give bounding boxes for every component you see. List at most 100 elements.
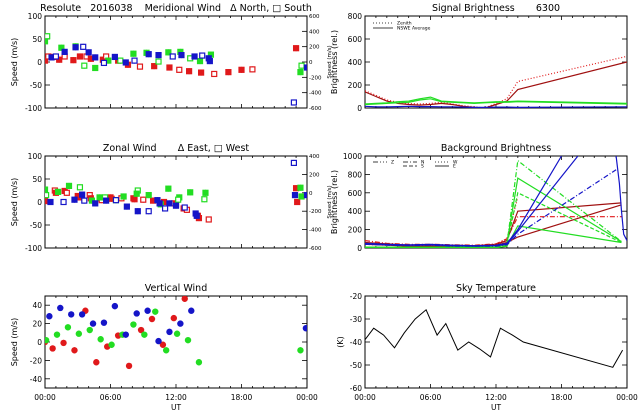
data-point bbox=[60, 339, 67, 347]
data-point bbox=[172, 202, 180, 209]
x-tick-label: 00:00 bbox=[296, 393, 318, 402]
data-point bbox=[173, 330, 181, 337]
data-point bbox=[155, 58, 162, 65]
y-tick-label: -20 bbox=[30, 356, 42, 365]
right-y-tick-label: 200 bbox=[309, 172, 320, 178]
y-axis-label: Speed (m/s) bbox=[10, 38, 19, 87]
data-point bbox=[206, 57, 213, 65]
data-point bbox=[122, 331, 129, 338]
data-point bbox=[58, 44, 65, 51]
data-point bbox=[125, 362, 133, 370]
legend-label: S bbox=[421, 164, 424, 170]
right-y-tick-label: -400 bbox=[309, 228, 322, 234]
right-y-tick-label: -600 bbox=[309, 106, 322, 112]
chart-title: Sky Temperature bbox=[456, 283, 536, 294]
data-point bbox=[72, 44, 79, 51]
y-tick-label: 100 bbox=[28, 12, 43, 21]
chart-title: Vertical Wind bbox=[145, 283, 207, 294]
data-point bbox=[291, 192, 299, 199]
y-tick-label: 0 bbox=[37, 58, 42, 67]
right-y-tick-label: 0 bbox=[309, 60, 313, 66]
y-tick-label: -40 bbox=[30, 375, 42, 384]
data-point bbox=[45, 336, 50, 344]
data-point bbox=[201, 196, 208, 203]
series-line bbox=[365, 202, 622, 247]
data-point bbox=[86, 326, 93, 334]
data-point bbox=[165, 49, 172, 56]
y-tick-label: 800 bbox=[348, 12, 363, 21]
data-point bbox=[68, 311, 75, 318]
data-point bbox=[111, 53, 118, 61]
data-point bbox=[166, 64, 173, 71]
chart-title: Zonal Wind Δ East, □ West bbox=[103, 143, 250, 154]
y-tick-label: 800 bbox=[348, 170, 363, 179]
y-axis-label: Brightness (rel.) bbox=[330, 170, 339, 234]
x-tick-label: 00:00 bbox=[34, 393, 56, 402]
plot-area bbox=[45, 33, 307, 106]
data-point bbox=[81, 62, 88, 69]
x-tick-label: 00:00 bbox=[354, 393, 376, 402]
data-point bbox=[45, 197, 49, 205]
data-point bbox=[117, 57, 124, 64]
legend-label-average: NSWE Average bbox=[397, 26, 431, 32]
y-tick-label: -100 bbox=[25, 104, 42, 113]
data-point bbox=[70, 57, 77, 64]
data-point bbox=[79, 191, 86, 198]
y-tick-label: -60 bbox=[350, 384, 362, 393]
plot-area bbox=[365, 55, 627, 108]
data-point bbox=[184, 336, 192, 344]
data-point bbox=[78, 311, 86, 318]
data-point bbox=[162, 347, 170, 354]
data-point bbox=[45, 33, 51, 40]
data-point bbox=[89, 320, 97, 327]
series-line bbox=[365, 191, 622, 248]
data-point bbox=[152, 308, 159, 315]
data-point bbox=[85, 49, 92, 56]
data-point bbox=[225, 69, 232, 76]
data-point bbox=[148, 315, 156, 323]
data-point bbox=[196, 57, 204, 65]
legend-label: E bbox=[453, 164, 456, 170]
data-point bbox=[108, 341, 115, 348]
data-point bbox=[133, 190, 140, 197]
data-point bbox=[56, 56, 63, 63]
data-point bbox=[130, 321, 137, 328]
data-point bbox=[54, 188, 62, 195]
y-axis-label: Speed (m/s) bbox=[10, 318, 19, 367]
data-point bbox=[112, 197, 120, 204]
data-point bbox=[64, 324, 72, 331]
x-tick-label: 06:00 bbox=[420, 393, 442, 402]
data-point bbox=[166, 200, 173, 207]
data-point bbox=[131, 57, 138, 64]
data-point bbox=[45, 38, 49, 45]
plot-area bbox=[365, 308, 624, 368]
y-tick-label: 200 bbox=[348, 226, 363, 235]
plot-frame bbox=[44, 15, 308, 109]
data-point bbox=[76, 184, 84, 191]
data-point bbox=[193, 212, 200, 219]
data-point bbox=[151, 63, 158, 70]
data-point bbox=[100, 59, 108, 67]
data-point bbox=[303, 64, 307, 71]
data-point bbox=[199, 52, 206, 59]
data-point bbox=[92, 64, 99, 72]
right-y-axis-label: Speed (m/s) bbox=[327, 45, 333, 78]
data-point bbox=[131, 196, 138, 203]
data-point bbox=[290, 99, 297, 106]
data-point bbox=[141, 331, 148, 338]
data-point bbox=[145, 192, 152, 199]
data-point bbox=[177, 320, 184, 327]
y-tick-label: 0 bbox=[357, 104, 362, 113]
legend-label: Z bbox=[391, 160, 394, 166]
legend-label-zenith: Zenith bbox=[397, 21, 412, 27]
data-point bbox=[92, 200, 99, 207]
y-tick-label: 40 bbox=[32, 301, 42, 310]
right-y-tick-label: 0 bbox=[309, 191, 313, 197]
data-point bbox=[297, 184, 304, 191]
data-point bbox=[144, 307, 151, 314]
data-point bbox=[186, 68, 193, 75]
data-point bbox=[169, 53, 176, 60]
series-line bbox=[365, 197, 519, 247]
data-point bbox=[145, 51, 152, 58]
